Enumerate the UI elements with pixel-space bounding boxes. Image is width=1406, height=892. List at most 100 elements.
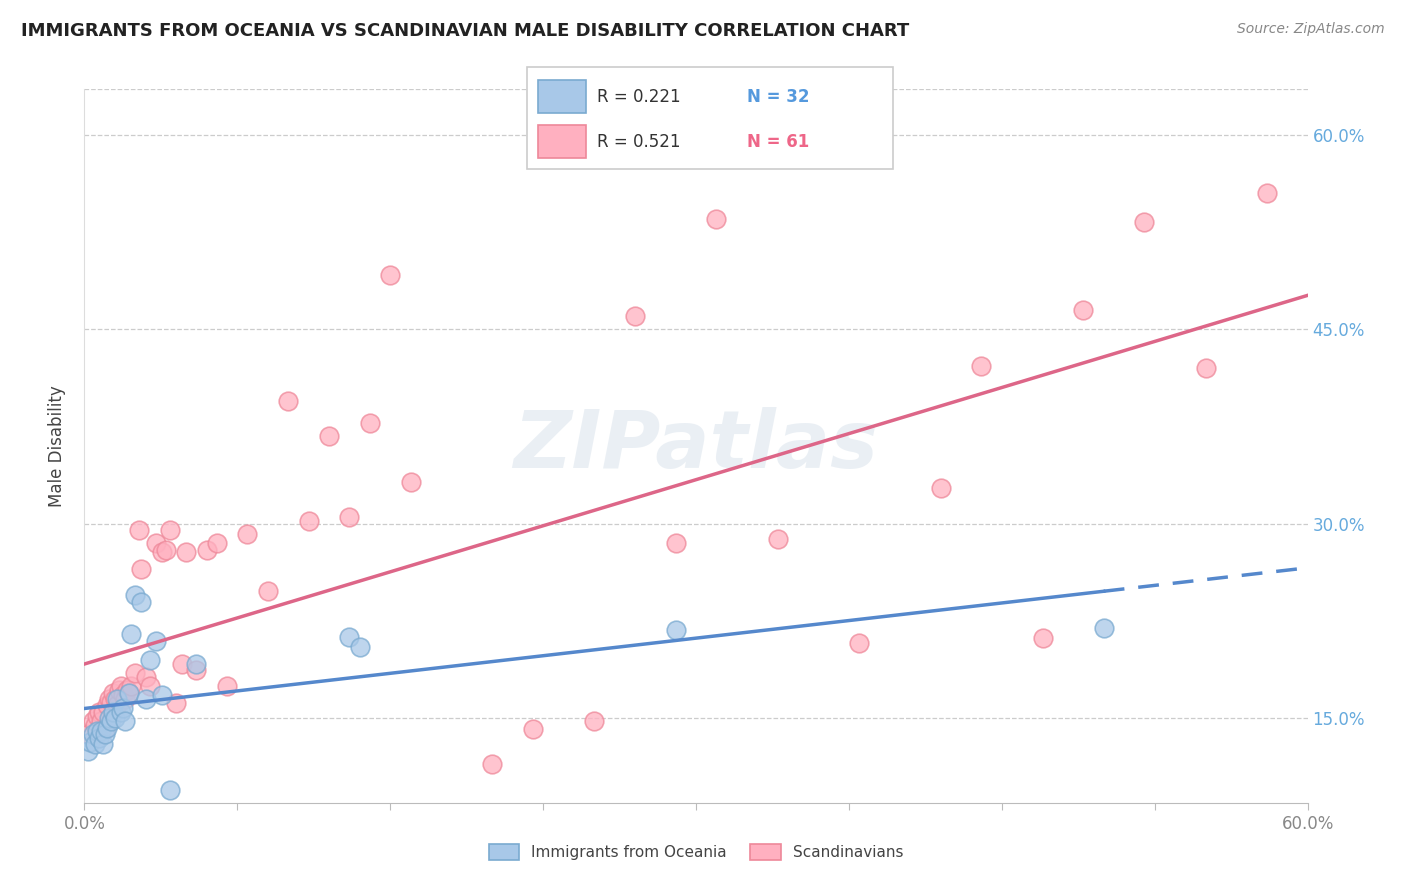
Point: [481, 756, 503, 771]
Point: [124, 666, 146, 681]
Point: [101, 685, 124, 699]
Point: [929, 481, 952, 495]
Point: [97, 692, 120, 706]
Point: [77, 744, 100, 758]
Point: [522, 722, 544, 736]
Point: [105, 692, 128, 706]
Point: [359, 416, 381, 430]
Point: [159, 524, 181, 538]
Point: [91, 705, 114, 719]
Point: [145, 633, 167, 648]
Point: [665, 624, 688, 638]
Point: [104, 711, 127, 725]
Point: [155, 542, 177, 557]
FancyBboxPatch shape: [538, 126, 586, 158]
Point: [1256, 186, 1278, 200]
Point: [120, 679, 142, 693]
Point: [339, 630, 361, 644]
Point: [118, 685, 141, 699]
Point: [114, 714, 136, 728]
Point: [87, 705, 110, 719]
FancyBboxPatch shape: [538, 80, 586, 113]
Point: [159, 782, 181, 797]
Point: [1073, 302, 1095, 317]
Point: [174, 545, 197, 559]
Point: [624, 310, 647, 324]
Point: [90, 724, 112, 739]
Point: [150, 545, 173, 559]
Point: [77, 727, 100, 741]
Point: [766, 533, 789, 547]
Point: [1133, 214, 1156, 228]
Legend: Immigrants from Oceania, Scandinavians: Immigrants from Oceania, Scandinavians: [482, 838, 910, 866]
Point: [93, 727, 115, 741]
Point: [380, 268, 402, 282]
FancyBboxPatch shape: [527, 67, 893, 169]
Text: R = 0.221: R = 0.221: [596, 87, 681, 105]
Point: [1032, 631, 1054, 645]
Point: [217, 679, 239, 693]
Point: [583, 714, 606, 728]
Point: [399, 475, 422, 490]
Point: [112, 701, 135, 715]
Point: [83, 718, 105, 732]
Point: [135, 692, 157, 706]
Point: [83, 738, 105, 752]
Text: R = 0.521: R = 0.521: [596, 133, 681, 151]
Point: [82, 714, 104, 728]
Point: [96, 698, 118, 713]
Point: [665, 536, 688, 550]
Point: [100, 714, 122, 728]
Text: N = 32: N = 32: [747, 87, 808, 105]
Point: [1092, 621, 1115, 635]
Point: [236, 527, 259, 541]
Text: IMMIGRANTS FROM OCEANIA VS SCANDINAVIAN MALE DISABILITY CORRELATION CHART: IMMIGRANTS FROM OCEANIA VS SCANDINAVIAN …: [21, 22, 910, 40]
Point: [1195, 361, 1218, 376]
Y-axis label: Male Disability: Male Disability: [48, 385, 66, 507]
Point: [277, 393, 299, 408]
Point: [257, 584, 280, 599]
Point: [970, 359, 993, 373]
Point: [165, 696, 187, 710]
Point: [128, 524, 150, 538]
Point: [79, 735, 101, 749]
Point: [150, 688, 173, 702]
Point: [172, 657, 194, 671]
Point: [145, 536, 167, 550]
Text: Source: ZipAtlas.com: Source: ZipAtlas.com: [1237, 22, 1385, 37]
Point: [97, 711, 120, 725]
Point: [93, 722, 115, 736]
Point: [108, 682, 131, 697]
Point: [96, 721, 118, 735]
Point: [848, 636, 870, 650]
Point: [138, 679, 160, 693]
Point: [104, 692, 127, 706]
Point: [186, 657, 208, 671]
Point: [298, 514, 321, 528]
Point: [135, 670, 157, 684]
Point: [91, 738, 114, 752]
Point: [86, 709, 108, 723]
Point: [110, 679, 132, 693]
Point: [186, 664, 208, 678]
Point: [124, 588, 146, 602]
Point: [90, 714, 112, 728]
Point: [112, 688, 135, 702]
Point: [86, 724, 108, 739]
Point: [349, 640, 371, 654]
Point: [118, 685, 141, 699]
Point: [82, 727, 104, 741]
Point: [131, 562, 153, 576]
Point: [105, 698, 128, 713]
Point: [114, 692, 136, 706]
Point: [138, 653, 160, 667]
Point: [87, 731, 110, 745]
Point: [100, 695, 122, 709]
Text: ZIPatlas: ZIPatlas: [513, 407, 879, 485]
Point: [195, 542, 218, 557]
Point: [339, 510, 361, 524]
Point: [101, 705, 124, 719]
Point: [120, 627, 142, 641]
Point: [706, 211, 728, 226]
Point: [318, 428, 340, 442]
